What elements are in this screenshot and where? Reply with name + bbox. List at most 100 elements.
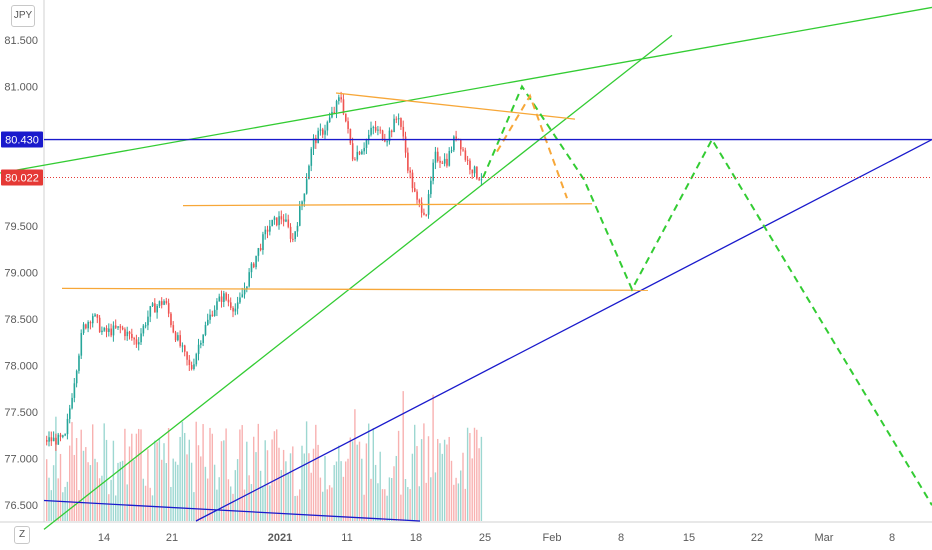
volume-bar xyxy=(80,429,82,521)
volume-bar xyxy=(423,423,425,521)
volume-bar xyxy=(248,475,250,521)
candle-body xyxy=(227,299,230,303)
volume-bar xyxy=(335,461,338,521)
price-tick-label: 78.000 xyxy=(4,361,38,373)
candle-body xyxy=(296,225,299,232)
volume-bar xyxy=(188,439,190,521)
volume-bar xyxy=(213,464,216,521)
volume-bar xyxy=(282,449,285,521)
volume-bar xyxy=(292,446,294,521)
price-tick-label: 79.000 xyxy=(4,268,38,280)
volume-bar xyxy=(294,495,296,521)
candle-body xyxy=(92,316,94,324)
volume-bar xyxy=(227,479,230,521)
volume-bar xyxy=(144,485,147,521)
zoom-button[interactable]: Z xyxy=(14,526,30,544)
volume-bar xyxy=(356,444,358,521)
candle-body xyxy=(354,159,356,161)
volume-bar xyxy=(443,439,446,521)
volume-bar xyxy=(462,452,464,521)
volume-bar xyxy=(480,436,483,521)
volume-bar xyxy=(395,455,397,521)
currency-button[interactable]: JPY xyxy=(11,5,35,27)
volume-bar xyxy=(172,458,174,521)
volume-bar xyxy=(425,482,427,521)
candle-body xyxy=(69,408,71,419)
volume-bar xyxy=(278,447,280,521)
candle-body xyxy=(437,151,439,161)
volume-bar xyxy=(154,440,156,521)
candle-body xyxy=(446,158,448,166)
candle-body xyxy=(82,324,85,334)
volume-bar xyxy=(234,470,236,521)
candle-body xyxy=(89,322,92,324)
volume-bar xyxy=(326,489,328,521)
volume-bar xyxy=(315,424,317,521)
candle-body xyxy=(285,219,287,222)
candle-body xyxy=(75,370,78,384)
volume-bar xyxy=(119,461,121,521)
candle-body xyxy=(473,166,476,174)
volume-bar xyxy=(276,429,278,521)
volume-bar xyxy=(87,462,89,521)
candle-body xyxy=(439,160,441,163)
volume-bar xyxy=(140,429,142,521)
volume-bar xyxy=(430,477,432,521)
volume-bar xyxy=(126,484,128,521)
volume-bar xyxy=(69,445,71,521)
candle-body xyxy=(319,129,322,131)
volume-bar xyxy=(147,449,149,521)
volume-bar xyxy=(439,443,441,521)
volume-bar xyxy=(211,433,213,521)
candle-body xyxy=(138,342,140,345)
volume-bar xyxy=(388,477,391,521)
candle-body xyxy=(310,148,313,166)
candle-body xyxy=(197,344,200,355)
volume-bar xyxy=(156,442,158,521)
volume-bar xyxy=(177,464,179,521)
candle-body xyxy=(209,314,211,320)
candle-body xyxy=(430,180,432,195)
candle-body xyxy=(204,325,207,335)
candle-body xyxy=(407,152,409,171)
candle-body xyxy=(161,301,163,305)
time-tick-label: 25 xyxy=(479,532,491,544)
volume-bar xyxy=(379,451,381,521)
volume-bar xyxy=(138,428,140,521)
candle-body xyxy=(225,293,227,300)
volume-bar xyxy=(340,461,342,521)
volume-bar xyxy=(441,453,443,521)
candle-body xyxy=(165,301,168,304)
candle-body xyxy=(184,345,186,352)
candle-body xyxy=(471,169,474,174)
candle-body xyxy=(259,248,262,250)
volume-bar xyxy=(82,450,85,521)
volume-bar xyxy=(204,466,207,521)
candle-body xyxy=(377,129,379,131)
time-tick-label: 8 xyxy=(889,532,895,544)
volume-bar xyxy=(108,494,110,521)
volume-bar xyxy=(289,453,292,521)
volume-bar xyxy=(195,421,197,521)
volume-bar xyxy=(46,459,48,521)
candle-body xyxy=(190,365,193,370)
volume-bar xyxy=(464,488,466,521)
candle-body xyxy=(395,118,398,120)
candle-body xyxy=(340,97,342,100)
candle-body xyxy=(110,328,112,336)
volume-bar xyxy=(98,478,101,521)
volume-bar xyxy=(241,425,243,521)
level-badge xyxy=(1,131,43,148)
candle-body xyxy=(315,137,317,144)
volume-bar xyxy=(55,416,57,521)
volume-bar xyxy=(50,490,52,521)
candle-body xyxy=(142,325,145,334)
candle-body xyxy=(338,97,340,102)
volume-bar xyxy=(354,409,356,521)
volume-bar xyxy=(365,443,368,521)
candle-body xyxy=(466,159,469,161)
level-badge-label: 80.022 xyxy=(5,173,39,185)
candle-body xyxy=(384,139,386,142)
price-tick-label: 79.500 xyxy=(4,221,38,233)
candle-body xyxy=(464,150,467,160)
